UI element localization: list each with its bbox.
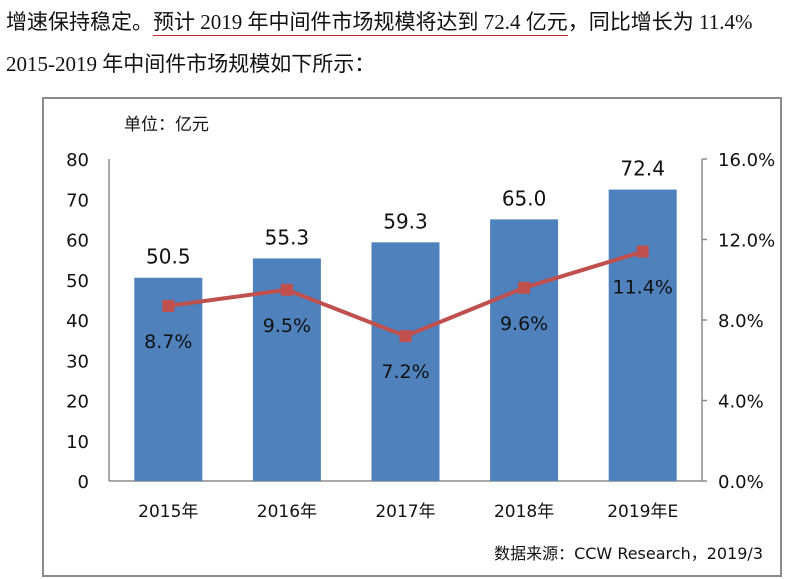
- right-tick-label: 0.0%: [718, 472, 764, 493]
- underlined-text: 预计 2019 年中间件市场规模将达到 72.4 亿元: [153, 10, 568, 36]
- growth-rate-label: 11.4%: [613, 277, 673, 299]
- left-tick-label: 70: [66, 190, 89, 211]
- text-post: ，同比增长为 11.4%: [567, 10, 753, 34]
- bar-2019年E: [608, 189, 677, 481]
- paragraph-line-2: 2015-2019 年中间件市场规模如下所示：: [6, 52, 376, 76]
- left-tick-label: 50: [66, 271, 89, 292]
- growth-marker: [280, 283, 293, 296]
- growth-rate-label: 9.6%: [500, 313, 548, 335]
- bar-value-label: 65.0: [502, 186, 547, 210]
- growth-marker: [518, 281, 531, 294]
- data-source: 数据来源：CCW Research，2019/3: [494, 544, 763, 563]
- left-tick-label: 20: [66, 392, 89, 413]
- growth-rate-label: 7.2%: [381, 361, 429, 383]
- left-tick-label: 80: [66, 150, 89, 171]
- category-label: 2016年: [257, 502, 317, 522]
- right-tick-label: 12.0%: [718, 231, 775, 252]
- category-label: 2019年E: [607, 502, 678, 522]
- right-tick-label: 4.0%: [718, 392, 764, 413]
- unit-label: 单位：亿元: [124, 115, 209, 135]
- growth-rate-label: 8.7%: [144, 331, 192, 353]
- growth-rate-label: 9.5%: [263, 315, 311, 337]
- bar-value-label: 72.4: [620, 157, 665, 181]
- market-size-chart: 单位：亿元 0 10 20 30 40 50 60 70 80 0.0% 4.0% 8.0% 12.0% 1…: [42, 97, 782, 577]
- text-pre: 增速保持稳定。: [6, 10, 153, 34]
- category-label: 2017年: [375, 502, 435, 522]
- growth-marker: [399, 330, 412, 343]
- bar-value-label: 59.3: [383, 209, 428, 233]
- right-tick-label: 16.0%: [718, 150, 775, 171]
- left-tick-label: 60: [66, 231, 89, 252]
- left-tick-label: 40: [66, 311, 89, 332]
- bar-value-label: 50.5: [146, 245, 191, 269]
- bar-value-label: 55.3: [265, 225, 310, 249]
- left-tick-label: 30: [66, 351, 89, 372]
- growth-marker: [162, 299, 175, 312]
- right-tick-label: 8.0%: [718, 311, 764, 332]
- left-tick-label: 0: [78, 472, 89, 493]
- chart-svg: 单位：亿元 0 10 20 30 40 50 60 70 80 0.0% 4.0% 8.0% 12.0% 1…: [66, 115, 775, 563]
- left-tick-label: 10: [66, 432, 89, 453]
- category-label: 2018年: [494, 502, 554, 522]
- bar-2017年: [371, 242, 440, 481]
- paragraph-line-1: 增速保持稳定。预计 2019 年中间件市场规模将达到 72.4 亿元，同比增长为…: [6, 6, 793, 36]
- bar-2018年: [490, 219, 559, 481]
- growth-marker: [636, 245, 649, 258]
- category-label: 2015年: [138, 502, 198, 522]
